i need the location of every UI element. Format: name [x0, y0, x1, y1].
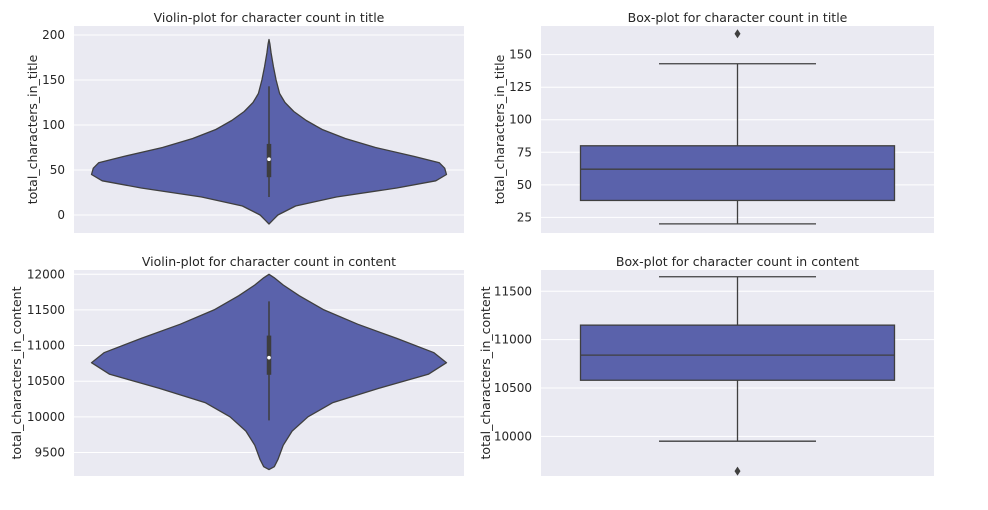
y-tick-label: 0	[57, 208, 65, 222]
y-tick-label: 10000	[494, 429, 532, 443]
chart-title: Violin-plot for character count in title	[154, 10, 385, 25]
y-tick-label: 75	[517, 145, 532, 159]
y-tick-label: 100	[509, 113, 532, 127]
y-axis-label: total_characters_in_content	[9, 286, 24, 459]
y-tick-label: 25	[517, 210, 532, 224]
y-tick-label: 125	[509, 80, 532, 94]
y-tick-label: 200	[42, 28, 65, 42]
y-tick-label: 11000	[494, 333, 532, 347]
violin-plot-content-chart: 9500 10000 10500 11000 11500 12000 Violin-plot…	[9, 254, 464, 476]
y-tick-label: 10000	[27, 410, 65, 424]
violin-median-point	[267, 157, 271, 161]
chart-title: Box-plot for character count in content	[616, 254, 859, 269]
violin-plot-title-chart: 0 50 100 150 200 Violin-plot for character co…	[25, 10, 464, 233]
y-axis-label: total_characters_in_title	[25, 54, 40, 204]
y-tick-label: 12000	[27, 267, 65, 281]
y-tick-label: 150	[42, 73, 65, 87]
y-tick-label: 10500	[27, 374, 65, 388]
y-tick-label: 100	[42, 118, 65, 132]
y-axis-label: total_characters_in_content	[478, 286, 493, 459]
y-tick-label: 10500	[494, 381, 532, 395]
box-plot-content-chart: 10000 10500 11000 11500 Box-plot for charact…	[478, 254, 934, 476]
iqr-box	[581, 146, 895, 201]
y-tick-label: 150	[509, 48, 532, 62]
chart-title: Violin-plot for character count in conte…	[142, 254, 396, 269]
y-tick-label: 50	[517, 178, 532, 192]
chart-title: Box-plot for character count in title	[628, 10, 848, 25]
y-tick-label: 9500	[34, 445, 65, 459]
y-axis-label: total_characters_in_title	[492, 54, 507, 204]
box-plot-title-chart: 25 50 75 100 125 150 Box-plot for character co…	[492, 10, 934, 233]
y-tick-label: 11000	[27, 339, 65, 353]
violin-median-point	[267, 356, 271, 360]
y-tick-label: 11500	[494, 284, 532, 298]
iqr-box	[581, 325, 895, 380]
y-tick-label: 50	[50, 163, 65, 177]
y-tick-label: 11500	[27, 303, 65, 317]
